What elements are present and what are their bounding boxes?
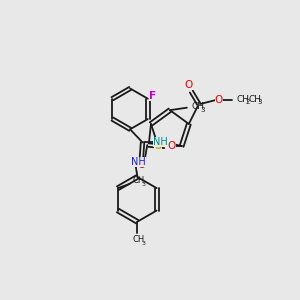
Text: 3: 3 (142, 241, 146, 246)
Text: S: S (154, 141, 162, 151)
Text: NH: NH (131, 157, 146, 167)
Text: CH: CH (248, 94, 261, 103)
Text: 2: 2 (246, 99, 250, 105)
Text: CH: CH (191, 102, 204, 111)
Text: NH: NH (153, 137, 168, 148)
Text: O: O (214, 95, 223, 105)
Text: CH: CH (133, 176, 145, 185)
Text: 3: 3 (258, 99, 262, 105)
Text: CH: CH (237, 94, 250, 103)
Text: F: F (149, 91, 156, 101)
Text: O: O (185, 80, 193, 90)
Text: CH: CH (133, 236, 145, 244)
Text: O: O (137, 160, 146, 170)
Text: 3: 3 (200, 107, 205, 113)
Text: O: O (168, 141, 176, 151)
Text: 3: 3 (141, 182, 145, 187)
